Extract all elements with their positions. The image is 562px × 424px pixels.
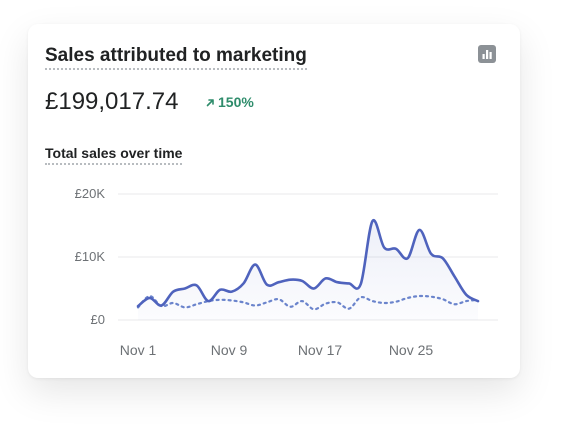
x-tick-label: Nov 1 [120,342,157,358]
change-percent: 150% [218,94,254,110]
change-badge: 150% [206,93,254,111]
comparison-series-line [136,294,480,311]
card-title[interactable]: Sales attributed to marketing [45,45,307,70]
arrow-up-right-icon [206,98,214,106]
chart-subtitle[interactable]: Total sales over time [45,145,183,165]
x-tick-label: Nov 9 [211,342,248,358]
y-tick-label: £0 [91,312,105,327]
sales-line-chart: £0 £10K £20K Nov 1 Nov 9 Nov 17 Nov 25 [75,186,498,358]
y-tick-label: £20K [75,186,106,201]
x-tick-label: Nov 25 [389,342,434,358]
x-tick-label: Nov 17 [298,342,343,358]
marketing-sales-card: Sales attributed to marketing £199,017.7… [28,24,520,378]
bar-chart-icon[interactable] [478,45,496,63]
series-area [138,220,478,320]
sales-series-line [136,218,480,308]
total-sales-value: £199,017.74 [45,88,179,115]
y-tick-label: £10K [75,249,106,264]
